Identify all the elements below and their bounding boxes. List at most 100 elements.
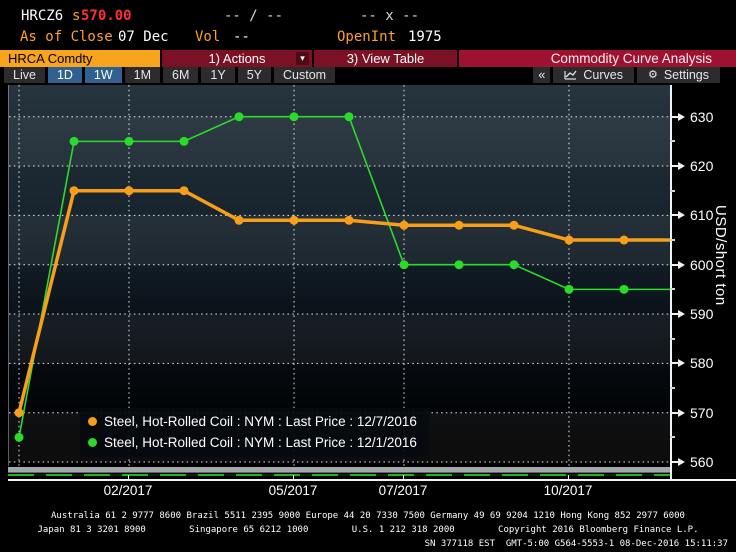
y-tick-line [670, 115, 678, 118]
data-point[interactable] [509, 260, 519, 270]
range-button-1w[interactable]: 1W [84, 67, 122, 83]
curves-button-label: Curves [583, 68, 623, 82]
data-point[interactable] [179, 136, 189, 146]
data-point[interactable] [124, 136, 134, 146]
y-minor-tick [670, 239, 675, 242]
data-point[interactable] [454, 260, 464, 270]
data-point[interactable] [14, 432, 24, 442]
data-point[interactable] [14, 408, 24, 418]
legend-series-dot [88, 438, 97, 447]
scrollbar-data-preview [8, 474, 670, 476]
y-tick-label: 560 [690, 454, 714, 471]
settle-flag: s [72, 8, 81, 24]
chart-canvas[interactable] [9, 85, 670, 466]
data-point[interactable] [234, 112, 244, 122]
open-interest-value: 1975 [408, 29, 442, 45]
range-button-1y[interactable]: 1Y [201, 67, 235, 83]
volume-value: -- [233, 29, 250, 45]
y-tick-label: 600 [690, 256, 714, 273]
y-tick-line [670, 165, 678, 168]
legend-item[interactable]: Steel, Hot-Rolled Coil : NYM : Last Pric… [88, 432, 417, 453]
actions-button[interactable]: 1) Actions ▾ [162, 50, 312, 67]
data-point[interactable] [179, 186, 189, 196]
x-tick-label: 10/2017 [543, 483, 593, 498]
range-button-live[interactable]: Live [4, 67, 45, 83]
view-table-button[interactable]: 3) View Table [314, 50, 457, 67]
y-tick-arrow [678, 162, 685, 171]
y-tick-line [670, 411, 678, 414]
data-point[interactable] [509, 220, 519, 230]
settings-button-label: Settings [663, 68, 709, 82]
data-point[interactable] [69, 136, 79, 146]
y-tick-arrow [678, 310, 685, 319]
data-point[interactable] [289, 112, 299, 122]
curve-chart-icon [564, 70, 577, 80]
as-of-label: As of Close [20, 29, 113, 45]
x-tick-line [568, 475, 569, 481]
y-tick-label: 590 [690, 306, 714, 323]
tab-bar: HRCA Comdty 1) Actions ▾ 3) View Table C… [0, 50, 736, 67]
settings-button[interactable]: ⚙ Settings [636, 67, 720, 83]
data-point[interactable] [619, 284, 629, 294]
chevron-down-icon[interactable]: ▾ [296, 52, 309, 65]
y-tick-arrow [678, 112, 685, 121]
data-point[interactable] [124, 186, 134, 196]
collapse-panel-button[interactable]: « [533, 67, 551, 83]
data-point[interactable] [69, 186, 79, 196]
range-button-custom[interactable]: Custom [274, 67, 336, 83]
legend-item[interactable]: Steel, Hot-Rolled Coil : NYM : Last Pric… [88, 411, 417, 432]
volume-label: Vol [195, 29, 221, 45]
chart-toolbar: Live 1D 1W 1M 6M 1Y 5Y Custom « Curves ⚙ Settin… [0, 67, 736, 84]
x-tick-line [403, 475, 404, 481]
y-minor-tick [670, 337, 675, 340]
legend-series-label: Steel, Hot-Rolled Coil : NYM : Last Pric… [104, 435, 417, 450]
x-axis-line [8, 479, 736, 481]
range-button-1d[interactable]: 1D [47, 67, 82, 83]
y-minor-tick [670, 387, 675, 390]
data-point[interactable] [619, 235, 629, 245]
data-point[interactable] [289, 215, 299, 225]
data-point[interactable] [564, 235, 574, 245]
y-tick-line [670, 461, 678, 464]
footer-session-line: SN 377118 EST GMT-5:00 G564-5553-1 08-De… [424, 539, 728, 549]
right-button-group: « Curves ⚙ Settings [533, 67, 720, 83]
data-point[interactable] [399, 220, 409, 230]
series-line[interactable] [17, 188, 670, 414]
y-tick-line [670, 214, 678, 217]
range-button-1m[interactable]: 1M [124, 67, 161, 83]
y-tick-arrow [678, 359, 685, 368]
y-axis-unit-label: USD/short ton [712, 205, 729, 306]
y-axis-line [670, 85, 672, 480]
curves-button[interactable]: Curves [553, 67, 634, 83]
range-button-5y[interactable]: 5Y [237, 67, 272, 83]
legend-series-label: Steel, Hot-Rolled Coil : NYM : Last Pric… [104, 414, 417, 429]
y-tick-arrow [678, 408, 685, 417]
data-point[interactable] [344, 112, 354, 122]
data-point[interactable] [564, 284, 574, 294]
x-tick-label: 05/2017 [268, 483, 318, 498]
y-tick-arrow [678, 211, 685, 220]
security-tab[interactable]: HRCA Comdty [0, 50, 160, 67]
y-tick-label: 610 [690, 207, 714, 224]
x-tick-label: 07/2017 [378, 483, 428, 498]
bid-ask-size: -- x -- [360, 8, 420, 24]
data-point[interactable] [399, 260, 409, 270]
data-point[interactable] [344, 215, 354, 225]
y-tick-line [670, 263, 678, 266]
actions-button-label: 1) Actions [208, 51, 266, 66]
data-point[interactable] [454, 220, 464, 230]
data-point[interactable] [234, 215, 244, 225]
range-button-group: Live 1D 1W 1M 6M 1Y 5Y Custom [4, 67, 336, 83]
y-tick-label: 620 [690, 158, 714, 175]
y-minor-tick [670, 189, 675, 192]
series-line[interactable] [18, 115, 670, 438]
x-tick-line [128, 475, 129, 481]
x-tick-line [293, 475, 294, 481]
range-button-6m[interactable]: 6M [163, 67, 199, 83]
footer-contact-line-1: Australia 61 2 9777 8600 Brazil 5511 239… [51, 511, 685, 521]
chart-horizontal-scrollbar[interactable] [8, 467, 670, 473]
as-of-date: 07 Dec [118, 29, 169, 45]
footer-contact-line-2: Japan 81 3 3201 8900 Singapore 65 6212 1… [37, 525, 699, 535]
price-curve-chart[interactable] [8, 85, 670, 466]
